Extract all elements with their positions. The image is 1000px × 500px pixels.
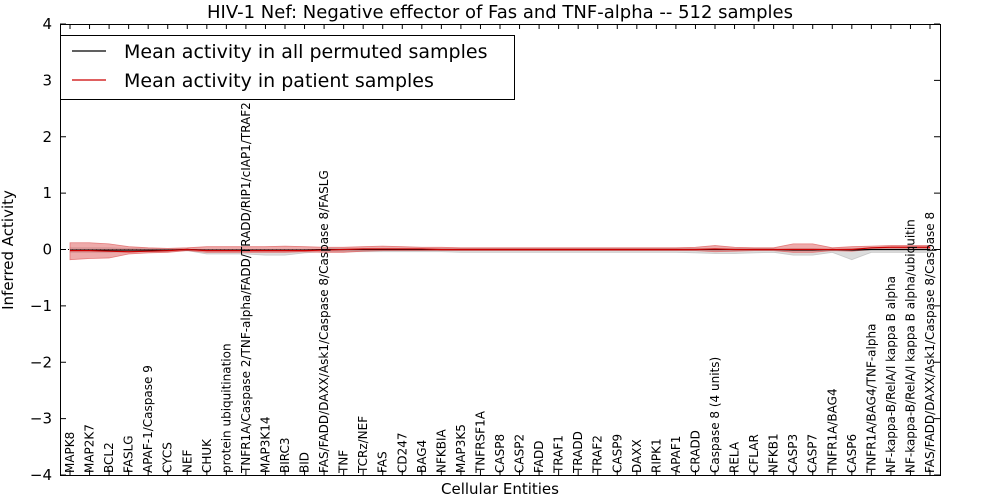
y-axis-label: Inferred Activity [0,190,17,310]
category-label: CHUK [200,438,214,473]
category-label: CD247 [395,432,409,473]
legend-label-patient: Mean activity in patient samples [124,70,434,92]
category-label: MAP2K7 [83,424,97,473]
category-label: CFLAR [747,434,761,473]
category-label: NFKB1 [767,433,781,473]
category-label: TNFR1A/Caspase 2/TNF-alpha/FADD/TRADD/RI… [239,102,253,474]
plot-frame [60,24,941,476]
category-label: MAPK8 [63,432,77,473]
category-label: RIPK1 [649,438,663,473]
category-label: Caspase 8 (4 units) [708,357,722,473]
category-label: APAF1 [669,436,683,473]
category-label: BID [298,452,312,473]
category-label: NFKBIA [434,428,448,473]
y-tick-label: 0 [42,241,52,259]
category-label: BAG4 [415,440,429,473]
y-tick-label: −3 [30,410,52,428]
series-area [60,242,940,261]
category-label: BCL2 [102,442,116,473]
category-label: RELA [728,441,742,473]
x-axis-label: Cellular Entities [441,480,559,498]
y-axis-ticks: −4 −3 −2 −1 0 1 2 3 4 [30,15,940,484]
category-label: TRADD [571,431,585,474]
y-tick-label: 1 [42,184,52,202]
category-label: APAF-1/Caspase 9 [141,365,155,473]
category-label: FASLG [122,435,136,473]
category-label: NEF [180,449,194,473]
category-label: CASP8 [493,434,507,473]
category-labels: MAPK8 MAP2K7 BCL2 FASLG APAF-1/Caspase 9 CYCS… [63,24,937,475]
y-tick-label: −1 [30,297,52,315]
category-label: TNF [337,450,351,474]
legend-box [60,35,515,100]
category-label: FAS/FADD/DAXX/Ask1/Caspase 8/Caspase 8/F… [317,170,331,473]
y-tick-label: −2 [30,353,52,371]
category-label: DAXX [630,439,644,473]
category-label: CASP6 [845,434,859,473]
category-label: CASP7 [806,434,820,473]
category-label: BIRC3 [278,437,292,473]
category-label: FAS [376,451,390,473]
category-label: FADD [532,441,546,474]
line-patient [70,246,930,253]
category-label: CRADD [688,430,702,473]
category-label: protein ubiquitination [219,343,233,473]
category-label: TNFRSF1A [473,410,487,474]
y-tick-label: 4 [42,15,52,33]
category-label: TRAF2 [591,435,605,474]
chart-title: HIV-1 Nef: Negative effector of Fas and … [207,2,793,23]
category-label: MAP3K5 [454,424,468,473]
y-tick-label: −4 [30,466,52,484]
category-label: CASP2 [513,434,527,473]
category-label: TRAF1 [552,435,566,474]
category-label: TNFR1A/BAG4 [825,388,839,474]
category-label: MAP3K14 [258,416,272,473]
category-label: NF-kappa-B/RelA/I kappa B alpha [884,276,898,473]
category-label: FAS/FADD/DAXX/Ask1/Caspase 8/Caspase 8 [923,212,937,473]
category-label: TNFR1A/BAG4/TNF-alpha [864,324,878,474]
legend: Mean activity in all permuted samples Me… [60,35,515,100]
category-label: NF-kappa-B/RelA/I kappa B alpha/ubiquiti… [903,219,917,473]
y-tick-label: 3 [42,71,52,89]
category-label: TCRz/NEF [356,416,370,474]
plot-content [60,242,940,261]
category-label: CYCS [161,442,175,473]
legend-label-permuted: Mean activity in all permuted samples [124,41,487,63]
category-label: CASP9 [610,434,624,473]
y-tick-label: 2 [42,128,52,146]
category-label: CASP3 [786,434,800,473]
